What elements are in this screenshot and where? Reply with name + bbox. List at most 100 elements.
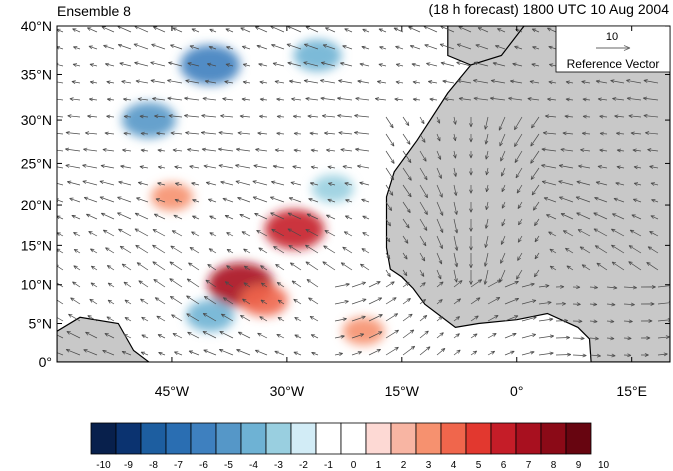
wind-vector: [368, 297, 383, 305]
wind-vector: [606, 302, 616, 307]
wind-vector: [186, 278, 200, 288]
wind-vector: [475, 44, 489, 50]
wind-vector: [107, 282, 115, 288]
wind-vector: [458, 97, 472, 101]
wind-vector: [217, 147, 234, 152]
wind-vector: [100, 212, 115, 220]
wind-vector: [487, 333, 497, 339]
colorbar-swatch: [340, 422, 367, 455]
colorbar-label: -2: [299, 460, 308, 471]
wind-vector: [239, 114, 251, 119]
wind-vector: [626, 96, 642, 101]
colorbar-label: -4: [249, 460, 258, 471]
wind-vector: [320, 61, 336, 67]
wind-vector: [260, 299, 268, 305]
wind-vector: [610, 79, 625, 84]
wind-vector: [259, 97, 268, 102]
wind-vector: [361, 198, 370, 203]
wind-vector: [500, 252, 506, 264]
wind-vector: [201, 113, 217, 118]
wind-vector: [555, 352, 572, 357]
wind-vector: [355, 96, 370, 101]
wind-vector: [73, 46, 81, 50]
wind-vector: [172, 333, 183, 339]
wind-vector: [99, 196, 115, 203]
wind-vector: [436, 133, 441, 142]
wind-vector: [453, 316, 461, 322]
wind-vector: [558, 196, 574, 203]
wind-vector: [385, 116, 394, 129]
wind-vector: [645, 131, 659, 135]
wind-vector: [124, 299, 132, 305]
wind-vector: [237, 331, 251, 339]
wind-vector: [242, 63, 251, 67]
wind-vector: [469, 151, 473, 159]
x-tick-label: 30°W: [270, 383, 305, 399]
wind-vector: [469, 185, 473, 194]
wind-vector: [616, 148, 625, 153]
wind-vector: [578, 164, 591, 169]
reference-vector-frame: [555, 25, 671, 73]
wind-vector: [530, 133, 540, 147]
wind-vector: [641, 353, 649, 357]
wind-vector: [589, 336, 599, 341]
wind-vector: [85, 131, 98, 136]
colorbar-label: 5: [476, 460, 482, 471]
wind-vector: [395, 45, 404, 50]
wind-vector: [473, 79, 489, 84]
map-frame: [56, 25, 671, 363]
wind-vector: [170, 44, 183, 50]
wind-vector: [436, 150, 442, 160]
wind-vector: [549, 248, 557, 254]
wind-vector: [351, 333, 365, 339]
wind-vector: [436, 299, 443, 305]
wind-vector: [322, 44, 336, 50]
wind-vector: [185, 79, 200, 84]
colorbar-label: 3: [426, 460, 432, 471]
wind-vector: [484, 218, 489, 229]
wind-vector: [273, 246, 285, 254]
wind-vector: [291, 97, 302, 102]
wind-vector: [378, 63, 387, 67]
anomaly-cell: [342, 317, 385, 346]
wind-vector: [305, 228, 319, 237]
wind-vector: [243, 282, 251, 288]
anomaly-cell: [150, 182, 193, 211]
y-tick-label: 10°N: [21, 277, 52, 293]
wind-vector: [173, 214, 183, 220]
wind-vector: [516, 269, 523, 280]
wind-vector: [470, 315, 479, 322]
wind-vector: [650, 215, 659, 220]
y-tick-label: 35°N: [21, 66, 52, 82]
wind-vector: [453, 167, 457, 177]
wind-vector: [357, 79, 370, 84]
wind-vector: [538, 317, 554, 322]
wind-vector: [117, 196, 132, 203]
wind-vector: [306, 279, 319, 288]
wind-vector: [86, 213, 98, 220]
south-america-landmass: [57, 316, 150, 362]
wind-vector: [456, 43, 472, 50]
wind-vector: [69, 97, 81, 102]
map-panel: [57, 26, 670, 362]
wind-vector: [402, 329, 415, 339]
wind-vector: [57, 81, 64, 84]
wind-vector: [189, 246, 200, 254]
x-tick-label: 45°W: [155, 383, 190, 399]
wind-vector: [123, 281, 132, 288]
wind-vector: [623, 285, 637, 290]
wind-vector: [546, 214, 557, 220]
wind-vector: [402, 218, 410, 229]
wind-vector: [359, 62, 370, 67]
wind-vector: [269, 196, 285, 203]
wind-vector: [309, 181, 319, 186]
x-tick-label: 15°W: [385, 383, 420, 399]
wind-vector: [334, 317, 347, 322]
wind-vector: [224, 80, 234, 84]
wind-vector: [106, 114, 115, 119]
wind-vector: [256, 229, 268, 237]
wind-vector: [649, 231, 659, 237]
wind-vector: [226, 265, 234, 271]
wind-vector: [555, 318, 569, 323]
